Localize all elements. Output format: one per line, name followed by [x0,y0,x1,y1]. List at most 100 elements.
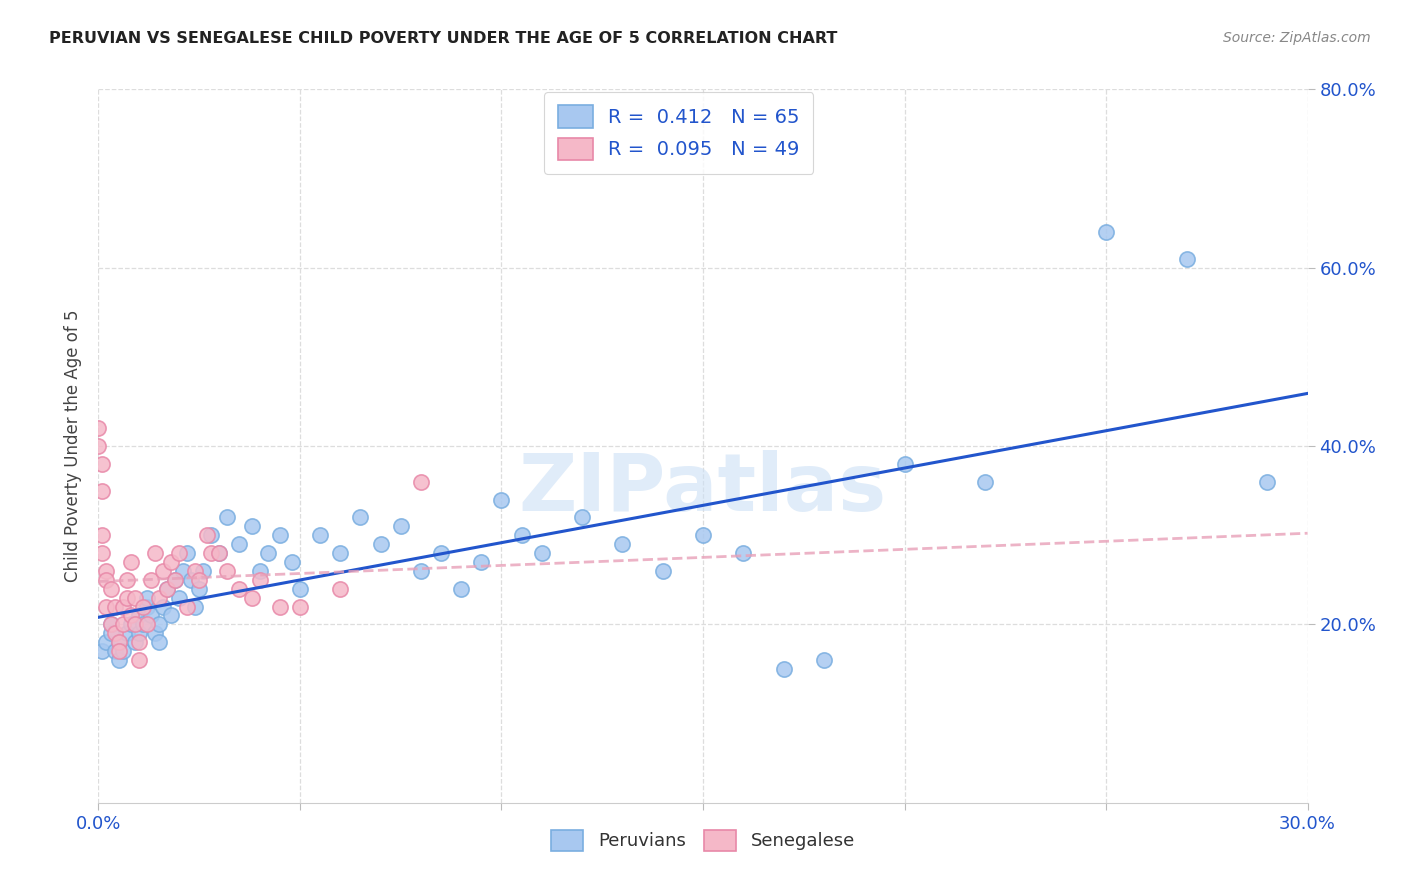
Point [111,644,134,658]
Point [103,644,125,658]
Point [256,546,278,560]
Point [143,546,166,560]
Legend: Peruvians, Senegalese: Peruvians, Senegalese [544,822,862,858]
Point [184,599,207,614]
Text: Source: ZipAtlas.com: Source: ZipAtlas.com [1223,31,1371,45]
Point [450,582,472,596]
Point [139,573,162,587]
Point [1256,475,1278,489]
Point [91,644,114,658]
Point [217,564,239,578]
Point [96,599,118,614]
Point [240,591,263,605]
Point [96,573,118,587]
Point [132,599,155,614]
Point [240,519,263,533]
Point [148,617,170,632]
Point [772,662,794,676]
Point [249,564,271,578]
Point [100,617,122,632]
Point [228,537,250,551]
Point [1175,252,1198,266]
Point [100,626,122,640]
Point [370,537,392,551]
Point [269,528,291,542]
Point [269,599,291,614]
Point [200,528,222,542]
Point [156,582,179,596]
Point [430,546,453,560]
Point [135,617,157,632]
Point [167,546,190,560]
Point [163,573,186,587]
Point [120,617,142,632]
Y-axis label: Child Poverty Under the Age of 5: Child Poverty Under the Age of 5 [63,310,82,582]
Point [200,546,222,560]
Point [128,635,150,649]
Point [389,519,412,533]
Point [692,528,714,542]
Point [135,591,157,605]
Point [87,421,110,435]
Point [188,582,211,596]
Point [115,591,138,605]
Point [281,555,304,569]
Point [470,555,492,569]
Point [128,653,150,667]
Point [228,582,250,596]
Point [176,599,198,614]
Point [409,475,432,489]
Point [491,492,513,507]
Point [510,528,533,542]
Point [128,608,150,623]
Point [120,555,142,569]
Point [180,573,202,587]
Point [152,599,174,614]
Point [160,555,183,569]
Point [107,635,129,649]
Point [651,564,673,578]
Point [409,564,432,578]
Point [87,439,110,453]
Point [813,653,835,667]
Point [188,573,211,587]
Point [148,591,170,605]
Point [139,608,162,623]
Point [160,608,183,623]
Point [135,599,157,614]
Point [208,546,231,560]
Point [208,546,231,560]
Point [329,546,352,560]
Point [249,573,271,587]
Point [96,635,118,649]
Point [156,582,179,596]
Point [115,573,138,587]
Point [349,510,371,524]
Point [120,608,142,623]
Point [111,599,134,614]
Point [100,617,122,632]
Point [100,582,122,596]
Point [288,599,311,614]
Point [893,457,915,471]
Point [148,635,170,649]
Point [612,537,634,551]
Point [107,653,129,667]
Point [91,546,114,560]
Point [329,582,352,596]
Point [288,582,311,596]
Point [1095,225,1118,239]
Point [176,546,198,560]
Point [91,528,114,542]
Point [184,564,207,578]
Point [91,483,114,498]
Point [103,626,125,640]
Point [195,528,218,542]
Text: PERUVIAN VS SENEGALESE CHILD POVERTY UNDER THE AGE OF 5 CORRELATION CHART: PERUVIAN VS SENEGALESE CHILD POVERTY UND… [49,31,838,46]
Point [733,546,755,560]
Point [115,626,138,640]
Point [163,573,186,587]
Point [128,626,150,640]
Point [132,617,155,632]
Point [124,635,146,649]
